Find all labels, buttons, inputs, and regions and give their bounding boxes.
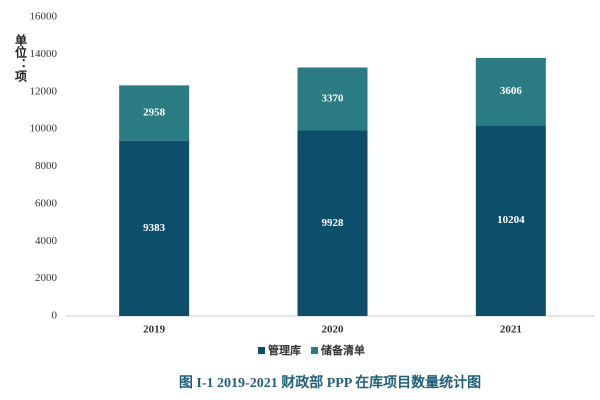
chart-title: 图 I-1 2019-2021 财政部 PPP 在库项目数量统计图 [179, 374, 481, 391]
legend-swatch [258, 347, 265, 354]
y-tick-label: 16000 [30, 11, 58, 23]
x-tick-label: 2019 [143, 324, 166, 336]
legend-label: 管理库 [268, 343, 301, 357]
bar-segment [119, 140, 190, 316]
y-tick-label: 0 [52, 310, 58, 322]
bar-segment [475, 57, 546, 126]
bar-segment [297, 67, 368, 131]
y-axis-label: 单位：项 [14, 33, 28, 83]
y-tick-label: 2000 [35, 272, 58, 284]
y-tick-label: 12000 [30, 85, 58, 97]
data-label: 3370 [322, 93, 345, 105]
bar-segment [475, 125, 546, 317]
x-tick-label: 2021 [500, 324, 522, 336]
data-label: 3606 [500, 85, 523, 97]
bar-segment [119, 85, 190, 141]
legend-swatch [311, 347, 318, 354]
legend-label: 储备清单 [321, 343, 365, 357]
y-tick-label: 4000 [35, 235, 58, 247]
data-label: 9928 [322, 217, 345, 229]
data-label: 10204 [497, 214, 525, 226]
data-label: 9383 [143, 222, 166, 234]
y-tick-label: 14000 [30, 48, 58, 60]
y-tick-label: 10000 [30, 123, 58, 135]
data-label: 2958 [143, 107, 166, 119]
x-tick-label: 2020 [322, 324, 345, 336]
y-tick-label: 8000 [35, 160, 58, 172]
y-tick-label: 6000 [35, 197, 58, 209]
bar-segment [297, 130, 368, 316]
